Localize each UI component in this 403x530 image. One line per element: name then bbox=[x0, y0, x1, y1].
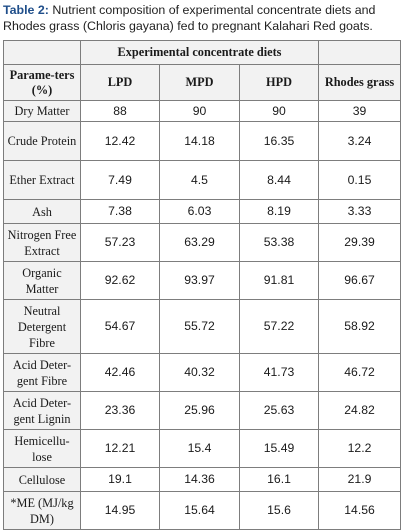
cell-rhodes-grass: 0.15 bbox=[318, 160, 402, 200]
row-parameter: Neutral Detergent Fibre bbox=[3, 299, 81, 354]
cell-lpd: 88 bbox=[80, 100, 160, 122]
row-parameter: Hemicellu-lose bbox=[3, 429, 81, 468]
cell-lpd: 12.21 bbox=[80, 429, 160, 468]
cell-rhodes-grass: 24.82 bbox=[318, 391, 402, 430]
column-header-mpd: MPD bbox=[159, 64, 240, 101]
cell-rhodes-grass: 58.92 bbox=[318, 299, 402, 354]
table-row: Cellulose 19.1 14.36 16.1 21.9 bbox=[3, 467, 402, 492]
cell-hpd: 15.6 bbox=[238, 491, 320, 530]
cell-rhodes-grass: 39 bbox=[318, 100, 402, 122]
cell-mpd: 40.32 bbox=[159, 353, 240, 392]
cell-hpd: 91.81 bbox=[238, 261, 320, 300]
row-parameter: Cellulose bbox=[3, 467, 81, 492]
cell-mpd: 25.96 bbox=[159, 391, 240, 430]
cell-rhodes-grass: 14.56 bbox=[318, 491, 402, 530]
table-row: Organic Matter 92.62 93.97 91.81 96.67 bbox=[3, 261, 402, 300]
cell-hpd: 8.19 bbox=[238, 199, 320, 224]
cell-mpd: 93.97 bbox=[159, 261, 240, 300]
table-row: Nitrogen Free Extract 57.23 63.29 53.38 … bbox=[3, 223, 402, 262]
cell-rhodes-grass: 96.67 bbox=[318, 261, 402, 300]
nutrient-table: Experimental concentrate diets Parame-te… bbox=[3, 40, 402, 530]
cell-mpd: 90 bbox=[159, 100, 240, 122]
cell-mpd: 63.29 bbox=[159, 223, 240, 262]
table-row: Crude Protein 12.42 14.18 16.35 3.24 bbox=[3, 121, 402, 161]
row-parameter: Ether Extract bbox=[3, 160, 81, 200]
table-row: Ash 7.38 6.03 8.19 3.33 bbox=[3, 199, 402, 224]
cell-hpd: 8.44 bbox=[238, 160, 320, 200]
cell-lpd: 19.1 bbox=[80, 467, 160, 492]
cell-lpd: 14.95 bbox=[80, 491, 160, 530]
cell-hpd: 57.22 bbox=[238, 299, 320, 354]
cell-mpd: 6.03 bbox=[159, 199, 240, 224]
caption-label: Table 2: bbox=[3, 3, 49, 17]
table-row: *ME (MJ/kg DM) 14.95 15.64 15.6 14.56 bbox=[3, 491, 402, 530]
cell-hpd: 25.63 bbox=[238, 391, 320, 430]
table-row: Dry Matter 88 90 90 39 bbox=[3, 100, 402, 122]
cell-mpd: 4.5 bbox=[159, 160, 240, 200]
cell-rhodes-grass: 46.72 bbox=[318, 353, 402, 392]
cell-hpd: 16.1 bbox=[238, 467, 320, 492]
cell-lpd: 7.38 bbox=[80, 199, 160, 224]
row-parameter: Organic Matter bbox=[3, 261, 81, 300]
row-parameter: Acid Deter-gent Lignin bbox=[3, 391, 81, 430]
cell-rhodes-grass: 12.2 bbox=[318, 429, 402, 468]
column-header-lpd: LPD bbox=[80, 64, 160, 101]
cell-lpd: 23.36 bbox=[80, 391, 160, 430]
cell-mpd: 14.18 bbox=[159, 121, 240, 161]
cell-rhodes-grass: 3.24 bbox=[318, 121, 402, 161]
table-row: Acid Deter-gent Lignin 23.36 25.96 25.63… bbox=[3, 391, 402, 430]
row-parameter: *ME (MJ/kg DM) bbox=[3, 491, 81, 530]
header-blank-left bbox=[3, 40, 81, 65]
table-row: Acid Deter-gent Fibre 42.46 40.32 41.73 … bbox=[3, 353, 402, 392]
cell-hpd: 15.49 bbox=[238, 429, 320, 468]
row-parameter: Ash bbox=[3, 199, 81, 224]
row-parameter: Dry Matter bbox=[3, 100, 81, 122]
cell-lpd: 92.62 bbox=[80, 261, 160, 300]
row-parameter: Nitrogen Free Extract bbox=[3, 223, 81, 262]
cell-hpd: 90 bbox=[238, 100, 320, 122]
header-blank-right bbox=[318, 40, 402, 65]
cell-mpd: 55.72 bbox=[159, 299, 240, 354]
table-row: Ether Extract 7.49 4.5 8.44 0.15 bbox=[3, 160, 402, 200]
cell-rhodes-grass: 3.33 bbox=[318, 199, 402, 224]
cell-rhodes-grass: 29.39 bbox=[318, 223, 402, 262]
column-header-hpd: HPD bbox=[238, 64, 320, 101]
cell-hpd: 53.38 bbox=[238, 223, 320, 262]
table-row: Neutral Detergent Fibre 54.67 55.72 57.2… bbox=[3, 299, 402, 354]
cell-lpd: 12.42 bbox=[80, 121, 160, 161]
cell-mpd: 15.64 bbox=[159, 491, 240, 530]
cell-rhodes-grass: 21.9 bbox=[318, 467, 402, 492]
cell-lpd: 7.49 bbox=[80, 160, 160, 200]
caption-text: Nutrient composition of experimental con… bbox=[3, 3, 376, 33]
table-row: Hemicellu-lose 12.21 15.4 15.49 12.2 bbox=[3, 429, 402, 468]
cell-mpd: 15.4 bbox=[159, 429, 240, 468]
cell-lpd: 54.67 bbox=[80, 299, 160, 354]
group-header-row: Experimental concentrate diets bbox=[3, 40, 402, 65]
cell-lpd: 42.46 bbox=[80, 353, 160, 392]
cell-mpd: 14.36 bbox=[159, 467, 240, 492]
table-caption: Table 2: Nutrient composition of experim… bbox=[3, 2, 401, 34]
column-header-parameters: Parame-ters (%) bbox=[3, 64, 81, 101]
row-parameter: Acid Deter-gent Fibre bbox=[3, 353, 81, 392]
cell-lpd: 57.23 bbox=[80, 223, 160, 262]
group-header: Experimental concentrate diets bbox=[79, 40, 320, 65]
column-header-rhodes-grass: Rhodes grass bbox=[318, 64, 402, 101]
cell-hpd: 41.73 bbox=[238, 353, 320, 392]
row-parameter: Crude Protein bbox=[3, 121, 81, 161]
column-header-row: Parame-ters (%) LPD MPD HPD Rhodes grass bbox=[3, 64, 402, 101]
cell-hpd: 16.35 bbox=[238, 121, 320, 161]
